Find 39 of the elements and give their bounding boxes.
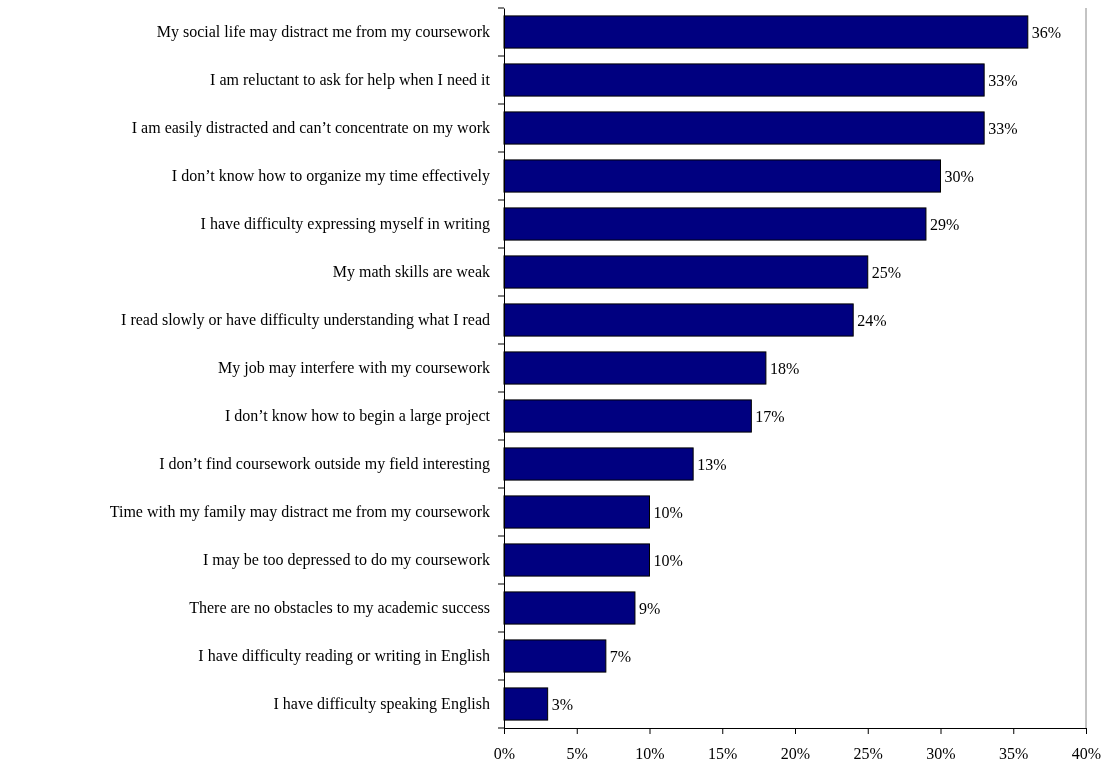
data-label: 24%: [857, 311, 887, 329]
data-label: 7%: [609, 647, 632, 665]
data-label: 13%: [697, 455, 727, 473]
data-label: 30%: [944, 167, 974, 185]
y-tick-label: I am reluctant to ask for help when I need it: [210, 71, 491, 90]
data-label: 3%: [551, 695, 573, 713]
x-tick-label: 15%: [708, 745, 738, 763]
y-tick-label: My job may interfere with my coursework: [218, 359, 490, 378]
y-tick-label: My social life may distract me from my coursework: [156, 23, 490, 42]
y-tick-label: I have difficulty speaking English: [273, 695, 490, 714]
y-tick-label: I may be too depressed to do my coursework: [202, 551, 490, 570]
x-tick-label: 20%: [780, 745, 811, 763]
x-tick-label: 25%: [853, 745, 883, 763]
y-tick-label: I have difficulty reading or writing in English: [198, 647, 490, 666]
y-tick-label: I am easily distracted and can’t concentrate on my work: [131, 119, 490, 138]
data-label: 9%: [638, 599, 661, 617]
data-label: 36%: [1031, 23, 1062, 41]
data-label: 18%: [769, 359, 800, 377]
data-label: 33%: [988, 71, 1018, 89]
x-tick-label: 35%: [999, 745, 1029, 763]
y-tick-label: I don’t know how to organize my time effectively: [171, 167, 490, 186]
x-tick-label: 0%: [493, 745, 516, 763]
x-tick-label: 30%: [926, 745, 956, 763]
data-label: 33%: [988, 119, 1018, 137]
y-tick-label: I read slowly or have difficulty understanding what I read: [121, 311, 490, 330]
y-tick-label: Time with my family may distract me from my coursework: [109, 503, 490, 522]
data-label: 29%: [929, 215, 960, 233]
y-tick-label: I don’t know how to begin a large project: [224, 407, 491, 426]
data-label: 10%: [653, 551, 683, 569]
data-label: 10%: [653, 503, 683, 521]
y-tick-label: There are no obstacles to my academic success: [189, 599, 490, 618]
x-tick-label: 5%: [566, 745, 588, 763]
y-tick-label: I have difficulty expressing myself in writing: [200, 215, 490, 234]
x-tick-label: 40%: [1071, 745, 1102, 763]
x-tick-label: 10%: [635, 745, 665, 763]
y-tick-label: My math skills are weak: [332, 263, 490, 282]
data-label: 17%: [755, 407, 785, 425]
y-tick-label: I don’t find coursework outside my field interesting: [159, 455, 490, 474]
data-label: 25%: [871, 263, 902, 281]
